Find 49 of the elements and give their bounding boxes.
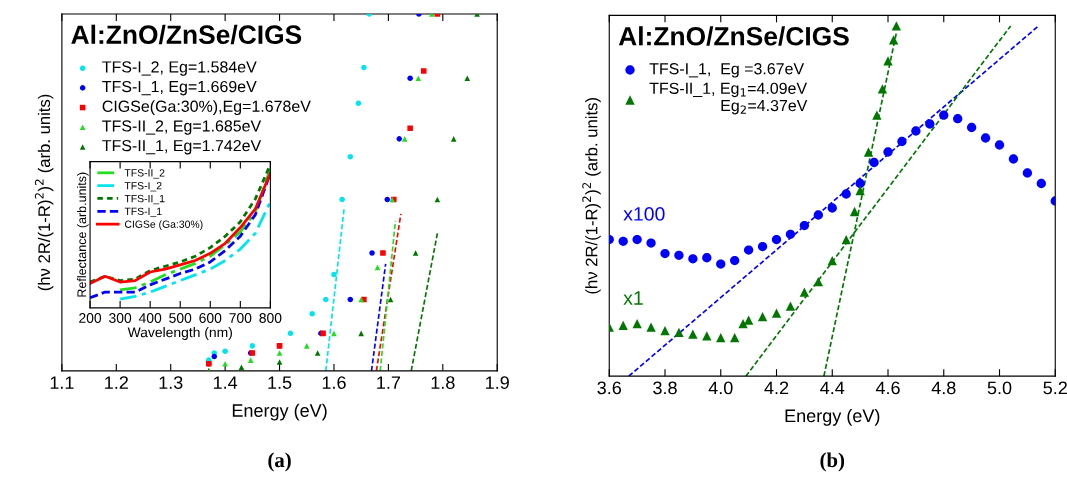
x-tick-label: 3.6: [597, 381, 622, 395]
x-tick-label: 600: [199, 313, 222, 323]
x-tick-label: 4.2: [764, 381, 789, 395]
x-tick-label: 1.3: [159, 376, 183, 389]
x-tick-label: 400: [138, 313, 162, 323]
x-tick-label: 4.8: [931, 381, 956, 395]
x-tick-label: 1.4: [213, 376, 238, 389]
x-tick-label: 1.6: [322, 376, 346, 389]
y-axis-title: Reflectance (arb.units): [77, 172, 89, 297]
x-tick-label: 700: [229, 313, 252, 323]
y-axis-title: (hν 2R/(1-R)$^{2}$)$^{2}$ (arb. units): [34, 94, 54, 291]
x-tick-label: 300: [109, 313, 132, 323]
legend-label: TFS-II_2, Eg=1.685eV: [102, 120, 262, 135]
chart-title: Al:ZnO/ZnSe/CIGS: [71, 24, 302, 45]
legend-label: TFS-I_1, Eg=1.669eV: [102, 80, 257, 96]
x-tick-label: 3.8: [653, 381, 677, 395]
text: (b): [820, 452, 845, 472]
x-tick-label: 1.8: [431, 376, 455, 389]
chart-title: Al:ZnO/ZnSe/CIGS: [618, 26, 849, 46]
legend-label: TFS-I_2: [124, 182, 162, 192]
annotation: x100: [623, 207, 665, 221]
x-tick-label: 500: [169, 313, 192, 323]
legend-label: TFS-II_2: [124, 169, 165, 179]
legend-label: CIGSe(Ga:30%),Eg=1.678eV: [102, 100, 311, 116]
x-axis-title: Energy (eV): [785, 408, 880, 426]
legend-label: TFS-II_1: [124, 194, 165, 205]
legend-label: TFS-I_2, Eg=1.584eV: [102, 61, 257, 76]
legend-label: TFS-II_1, Eg$_{1}$=4.09eV Eg$_{2}$=4.37eV: [649, 82, 808, 115]
x-tick-label: 200: [79, 313, 102, 323]
x-tick-label: 5.0: [987, 381, 1012, 395]
legend-label: CIGSe (Ga:30%): [124, 220, 203, 230]
x-axis-title: Wavelength (nm): [127, 327, 232, 340]
legend-label: TFS-I_1: [124, 207, 162, 218]
x-tick-label: 5.2: [1043, 381, 1067, 395]
x-tick-label: 1.7: [377, 376, 401, 389]
text: (a): [268, 452, 291, 472]
x-tick-label: 1.2: [105, 376, 128, 389]
y-axis-title: (hν 2R/(1-R)$^{2}$)$^{2}$ (arb. units): [582, 98, 601, 294]
x-tick-label: 4.4: [820, 381, 845, 395]
legend-label: TFS-II_1, Eg=1.742eV: [102, 139, 262, 155]
annotation: x1: [623, 291, 643, 305]
x-axis-title: Energy (eV): [232, 403, 327, 421]
x-tick-label: 4.6: [875, 381, 900, 395]
x-tick-label: 800: [259, 313, 282, 323]
legend-label: TFS-I_1, Eg =3.67eV: [649, 63, 805, 78]
x-tick-label: 1.1: [50, 376, 74, 389]
x-tick-label: 1.9: [486, 376, 509, 389]
x-tick-label: 1.5: [268, 376, 292, 389]
x-tick-label: 4.0: [708, 381, 733, 395]
